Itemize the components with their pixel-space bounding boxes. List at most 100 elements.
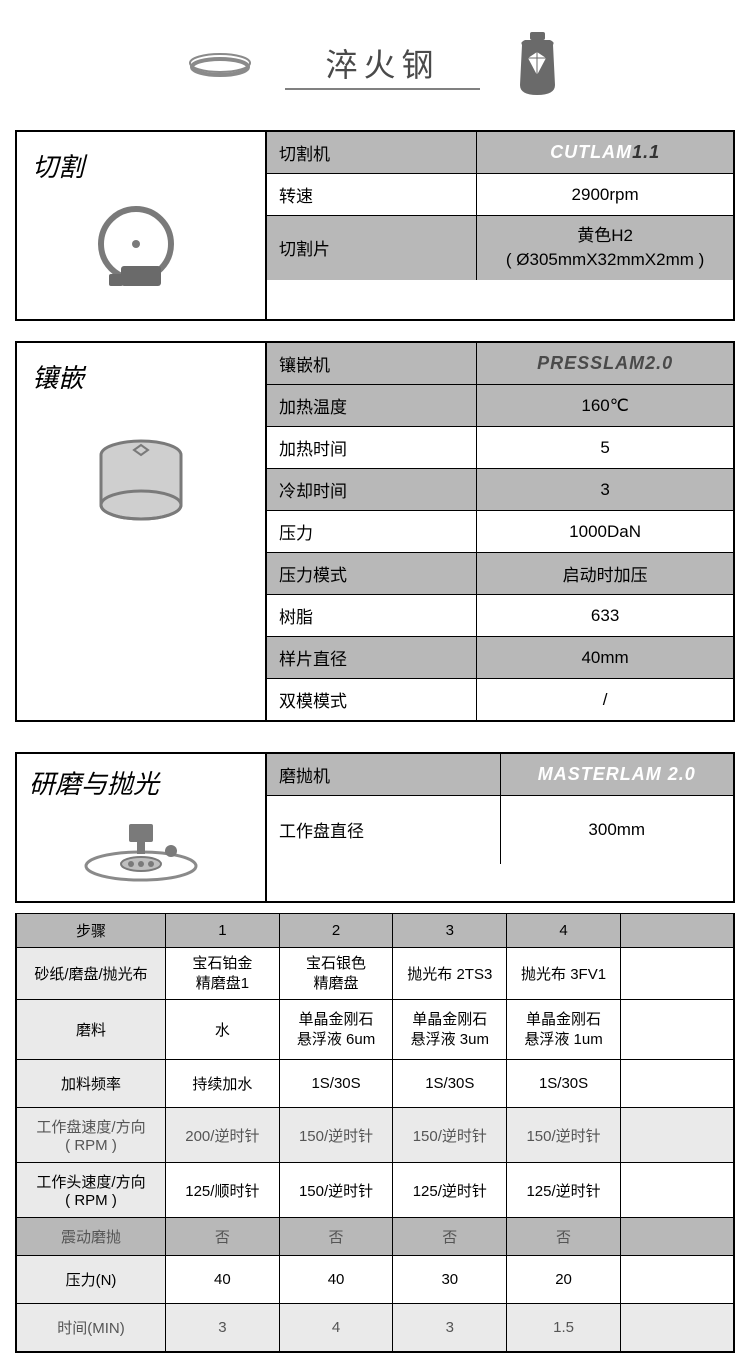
steps-row: 工作头速度/方向 ( RPM )125/顺时针150/逆时针125/逆时针125… <box>16 1163 734 1218</box>
spec-label: 压力模式 <box>267 553 477 595</box>
spec-label: 工作盘直径 <box>267 796 500 864</box>
cutting-wheel-icon <box>27 194 255 309</box>
steps-cell <box>620 1163 734 1218</box>
spec-value: 633 <box>477 595 733 637</box>
steps-cell: 40 <box>279 1256 393 1304</box>
steps-cell: 否 <box>166 1218 280 1256</box>
steps-cell: 1S/30S <box>507 1060 621 1108</box>
steps-cell: 1S/30S <box>393 1060 507 1108</box>
steps-row-label: 磨料 <box>16 1000 166 1060</box>
spec-label: 压力 <box>267 511 477 553</box>
steps-header-col: 3 <box>393 914 507 948</box>
steps-cell: 30 <box>393 1256 507 1304</box>
steps-cell: 125/逆时针 <box>393 1163 507 1218</box>
table-row: 树脂633 <box>267 595 733 637</box>
mounting-section: 镶嵌 镶嵌机PRESSLAM2.0加热温度160℃加热时间5冷却时间3压力100… <box>15 341 735 722</box>
table-row: 压力模式启动时加压 <box>267 553 733 595</box>
spec-value: 40mm <box>477 637 733 679</box>
steps-cell: 40 <box>166 1256 280 1304</box>
steps-header-col: 1 <box>166 914 280 948</box>
steps-header-col: 4 <box>507 914 621 948</box>
steps-row: 压力(N)40403020 <box>16 1256 734 1304</box>
bottle-diamond-icon <box>510 30 565 100</box>
table-row: 工作盘直径 300mm <box>267 796 733 864</box>
spec-label: 双模模式 <box>267 679 477 721</box>
steps-row-label: 加料频率 <box>16 1060 166 1108</box>
polishing-steps-table: 步骤1234砂纸/磨盘/抛光布宝石铂金 精磨盘1宝石银色 精磨盘抛光布 2TS3… <box>15 913 735 1353</box>
steps-cell: 宝石铂金 精磨盘1 <box>166 948 280 1000</box>
cutting-title: 切割 <box>27 142 255 194</box>
steps-cell: 150/逆时针 <box>393 1108 507 1163</box>
spec-value: CUTLAM1.1 <box>477 132 733 174</box>
polishing-section: 研磨与抛光 磨抛机 MASTERLAM 2.0 工作盘 <box>15 752 735 903</box>
steps-cell: 水 <box>166 1000 280 1060</box>
table-row: 加热时间5 <box>267 427 733 469</box>
table-row: 冷却时间3 <box>267 469 733 511</box>
steps-cell: 125/顺时针 <box>166 1163 280 1218</box>
spec-value: 5 <box>477 427 733 469</box>
spec-label: 样片直径 <box>267 637 477 679</box>
steps-cell: 单晶金刚石 悬浮液 6um <box>279 1000 393 1060</box>
steps-row-label: 时间(MIN) <box>16 1304 166 1352</box>
table-row: 双模模式/ <box>267 679 733 721</box>
spec-value: 1000DaN <box>477 511 733 553</box>
spec-value: 160℃ <box>477 385 733 427</box>
steps-cell: 20 <box>507 1256 621 1304</box>
steps-header-col <box>620 914 734 948</box>
steps-header-col: 2 <box>279 914 393 948</box>
mounting-title: 镶嵌 <box>27 353 255 405</box>
spec-value: MASTERLAM 2.0 <box>500 754 733 796</box>
spec-value: 300mm <box>500 796 733 864</box>
cutting-spec-table: 切割机 CUTLAM1.1 转速 2900rpm 切割片 黄色H2 ( Ø305… <box>267 132 733 280</box>
spec-value: 黄色H2 ( Ø305mmX32mmX2mm ) <box>477 216 733 280</box>
steps-cell <box>620 1108 734 1163</box>
steps-cell: 3 <box>393 1304 507 1352</box>
cutting-section: 切割 切割机 CUTLAM1.1 转速 <box>15 130 735 321</box>
steps-cell: 否 <box>507 1218 621 1256</box>
spec-value: PRESSLAM2.0 <box>477 343 733 385</box>
steps-row-label: 砂纸/磨盘/抛光布 <box>16 948 166 1000</box>
mounting-spec-table: 镶嵌机PRESSLAM2.0加热温度160℃加热时间5冷却时间3压力1000Da… <box>267 343 733 720</box>
steps-cell: 抛光布 3FV1 <box>507 948 621 1000</box>
spec-value: 3 <box>477 469 733 511</box>
spec-value: 2900rpm <box>477 174 733 216</box>
steps-cell: 否 <box>279 1218 393 1256</box>
steps-row-label: 压力(N) <box>16 1256 166 1304</box>
spec-label: 切割片 <box>267 216 477 280</box>
polishing-title: 研磨与抛光 <box>17 754 265 806</box>
steps-row: 砂纸/磨盘/抛光布宝石铂金 精磨盘1宝石银色 精磨盘抛光布 2TS3抛光布 3F… <box>16 948 734 1000</box>
spec-label: 切割机 <box>267 132 477 174</box>
steps-row: 震动磨抛否否否否 <box>16 1218 734 1256</box>
steps-cell: 4 <box>279 1304 393 1352</box>
page-header: 淬火钢 <box>0 0 750 120</box>
polisher-icon <box>17 806 265 901</box>
polishing-spec-table: 磨抛机 MASTERLAM 2.0 工作盘直径 300mm <box>267 754 733 864</box>
table-row: 样片直径40mm <box>267 637 733 679</box>
steps-cell: 1S/30S <box>279 1060 393 1108</box>
steps-row: 时间(MIN)3431.5 <box>16 1304 734 1352</box>
spec-label: 加热时间 <box>267 427 477 469</box>
spec-label: 磨抛机 <box>267 754 500 796</box>
steps-cell: 1.5 <box>507 1304 621 1352</box>
steps-cell: 200/逆时针 <box>166 1108 280 1163</box>
spec-value: 启动时加压 <box>477 553 733 595</box>
steps-cell: 150/逆时针 <box>279 1108 393 1163</box>
steps-row-label: 工作盘速度/方向 ( RPM ) <box>16 1108 166 1163</box>
table-row: 磨抛机 MASTERLAM 2.0 <box>267 754 733 796</box>
steps-cell: 单晶金刚石 悬浮液 3um <box>393 1000 507 1060</box>
steps-cell <box>620 948 734 1000</box>
spec-label: 树脂 <box>267 595 477 637</box>
steps-cell <box>620 1218 734 1256</box>
steps-row: 加料频率持续加水1S/30S1S/30S1S/30S <box>16 1060 734 1108</box>
spec-label: 转速 <box>267 174 477 216</box>
steps-row-label: 震动磨抛 <box>16 1218 166 1256</box>
steps-cell: 否 <box>393 1218 507 1256</box>
steps-cell <box>620 1256 734 1304</box>
steps-cell: 持续加水 <box>166 1060 280 1108</box>
steps-cell: 宝石银色 精磨盘 <box>279 948 393 1000</box>
steps-cell: 单晶金刚石 悬浮液 1um <box>507 1000 621 1060</box>
table-row: 镶嵌机PRESSLAM2.0 <box>267 343 733 385</box>
steps-cell <box>620 1000 734 1060</box>
spec-value: / <box>477 679 733 721</box>
spec-label: 冷却时间 <box>267 469 477 511</box>
